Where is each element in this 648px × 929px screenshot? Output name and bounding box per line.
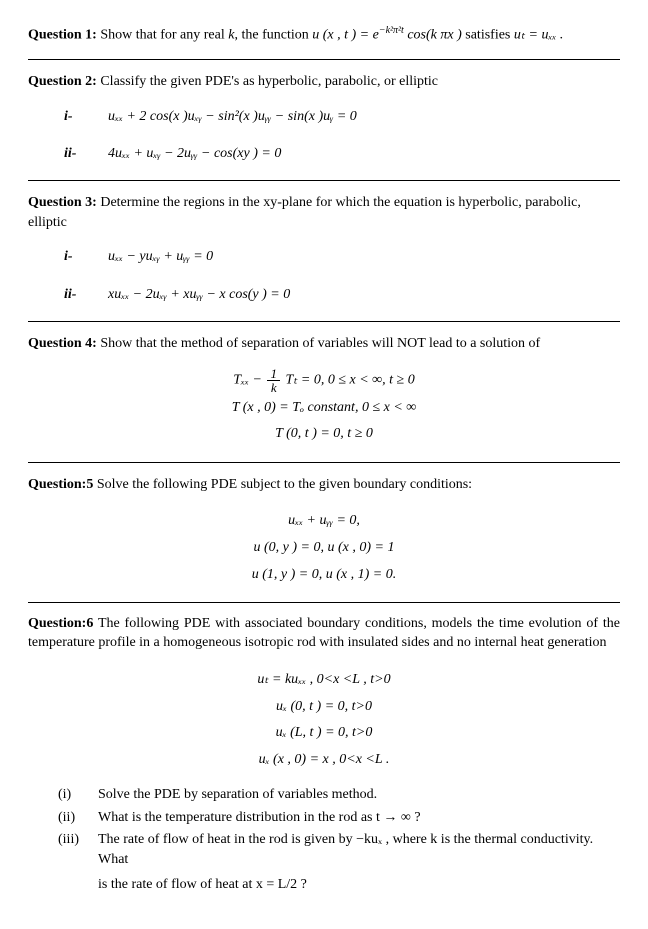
frac-num: 1	[267, 367, 280, 381]
q1-cos: cos(k πx )	[404, 28, 462, 43]
q6-part: (iii) The rate of flow of heat in the ro…	[58, 830, 620, 871]
rule-4	[28, 462, 620, 463]
q6-eq-line: uₓ (x , 0) = x , 0<x <L .	[28, 747, 620, 774]
question-1: Question 1: Show that for any real k, th…	[28, 24, 620, 45]
question-4: Question 4: Show that the method of sepa…	[28, 334, 620, 448]
rule-2	[28, 180, 620, 181]
q2-items: i- uₓₓ + 2 cos(x )uₓᵧ − sin²(x )uᵧᵧ − si…	[64, 104, 620, 166]
q4-text: Show that the method of separation of va…	[97, 336, 540, 351]
q1-func: u (x , t ) = e	[312, 28, 379, 43]
q5-eq-line: u (1, y ) = 0, u (x , 1) = 0.	[28, 562, 620, 589]
q6-label: Question:6	[28, 616, 93, 631]
q6-eq-line: uₓ (0, t ) = 0, t>0	[28, 694, 620, 721]
q1-t1: Show that for any real	[97, 28, 228, 43]
q4-head: Question 4: Show that the method of sepa…	[28, 334, 620, 354]
fraction: 1k	[267, 367, 280, 394]
q6-head: Question:6 The following PDE with associ…	[28, 615, 620, 653]
item-marker: ii-	[64, 141, 108, 166]
part-text: The rate of flow of heat in the rod is g…	[98, 830, 620, 871]
q4-eq-line: T (0, t ) = 0, t ≥ 0	[28, 421, 620, 448]
q6-final-line: is the rate of flow of heat at x = L/2 ?	[98, 875, 620, 895]
q3-item: ii- xuₓₓ − 2uₓᵧ + xuᵧᵧ − x cos(y ) = 0	[64, 282, 620, 307]
q6-eq-line: uₓ (L, t ) = 0, t>0	[28, 720, 620, 747]
item-marker: i-	[64, 244, 108, 269]
q4-eq-line: T (x , 0) = Tₒ constant, 0 ≤ x < ∞	[28, 395, 620, 422]
item-marker: i-	[64, 104, 108, 129]
item-marker: ii-	[64, 282, 108, 307]
q6-part: (i) Solve the PDE by separation of varia…	[58, 785, 620, 805]
part-marker: (ii)	[58, 808, 98, 828]
q5-eq-line: uₓₓ + uᵧᵧ = 0,	[28, 508, 620, 535]
question-6: Question:6 The following PDE with associ…	[28, 615, 620, 895]
q3-items: i- uₓₓ − yuₓᵧ + uᵧᵧ = 0 ii- xuₓₓ − 2uₓᵧ …	[64, 244, 620, 306]
q5-eq-line: u (0, y ) = 0, u (x , 0) = 1	[28, 535, 620, 562]
part-text: Solve the PDE by separation of variables…	[98, 785, 620, 805]
q4-equations: Tₓₓ − 1k Tₜ = 0, 0 ≤ x < ∞, t ≥ 0 T (x ,…	[28, 367, 620, 448]
q4-l1-rhs: Tₜ = 0, 0 ≤ x < ∞, t ≥ 0	[282, 373, 415, 388]
q1-t2: , the function	[234, 28, 312, 43]
q6-equations: uₜ = kuₓₓ , 0<x <L , t>0 uₓ (0, t ) = 0,…	[28, 667, 620, 773]
q6-final-text: is the rate of flow of heat at x = L/2 ?	[98, 877, 307, 892]
q2-head: Question 2: Classify the given PDE's as …	[28, 72, 620, 92]
item-eq: xuₓₓ − 2uₓᵧ + xuᵧᵧ − x cos(y ) = 0	[108, 282, 620, 307]
q1-label: Question 1:	[28, 28, 97, 43]
q2-label: Question 2:	[28, 74, 97, 89]
item-eq: 4uₓₓ + uₓᵧ − 2uᵧᵧ − cos(xy ) = 0	[108, 141, 620, 166]
item-eq: uₓₓ + 2 cos(x )uₓᵧ − sin²(x )uᵧᵧ − sin(x…	[108, 104, 620, 129]
q5-label: Question:5	[28, 477, 93, 492]
q1-t3: satisfies	[462, 28, 514, 43]
q1-exp: −k²π²t	[379, 25, 404, 36]
q6-parts: (i) Solve the PDE by separation of varia…	[58, 785, 620, 870]
item-eq: uₓₓ − yuₓᵧ + uᵧᵧ = 0	[108, 244, 620, 269]
frac-den: k	[267, 381, 280, 394]
part-marker: (iii)	[58, 830, 98, 871]
q3-label: Question 3:	[28, 195, 97, 210]
rule-5	[28, 602, 620, 603]
q5-head: Question:5 Solve the following PDE subje…	[28, 475, 620, 495]
q3-text: Determine the regions in the xy-plane fo…	[28, 195, 581, 230]
question-2: Question 2: Classify the given PDE's as …	[28, 72, 620, 166]
q2-item: i- uₓₓ + 2 cos(x )uₓᵧ − sin²(x )uᵧᵧ − si…	[64, 104, 620, 129]
q5-text: Solve the following PDE subject to the g…	[93, 477, 472, 492]
q2-text: Classify the given PDE's as hyperbolic, …	[97, 74, 438, 89]
q4-eq-line-1: Tₓₓ − 1k Tₜ = 0, 0 ≤ x < ∞, t ≥ 0	[28, 367, 620, 394]
q4-l1-lhs: Tₓₓ −	[233, 373, 265, 388]
q1-head: Question 1: Show that for any real k, th…	[28, 24, 620, 45]
question-5: Question:5 Solve the following PDE subje…	[28, 475, 620, 588]
rule-1	[28, 59, 620, 60]
rule-3	[28, 321, 620, 322]
q3-item: i- uₓₓ − yuₓᵧ + uᵧᵧ = 0	[64, 244, 620, 269]
question-3: Question 3: Determine the regions in the…	[28, 193, 620, 307]
q1-rel: uₜ = uₓₓ .	[514, 28, 564, 43]
q6-part: (ii) What is the temperature distributio…	[58, 808, 620, 828]
q2-item: ii- 4uₓₓ + uₓᵧ − 2uᵧᵧ − cos(xy ) = 0	[64, 141, 620, 166]
q6-text: The following PDE with associated bounda…	[28, 616, 620, 650]
part-text: What is the temperature distribution in …	[98, 808, 620, 828]
q4-label: Question 4:	[28, 336, 97, 351]
q5-equations: uₓₓ + uᵧᵧ = 0, u (0, y ) = 0, u (x , 0) …	[28, 508, 620, 588]
q6-eq-line: uₜ = kuₓₓ , 0<x <L , t>0	[28, 667, 620, 694]
part-marker: (i)	[58, 785, 98, 805]
q3-head: Question 3: Determine the regions in the…	[28, 193, 620, 232]
